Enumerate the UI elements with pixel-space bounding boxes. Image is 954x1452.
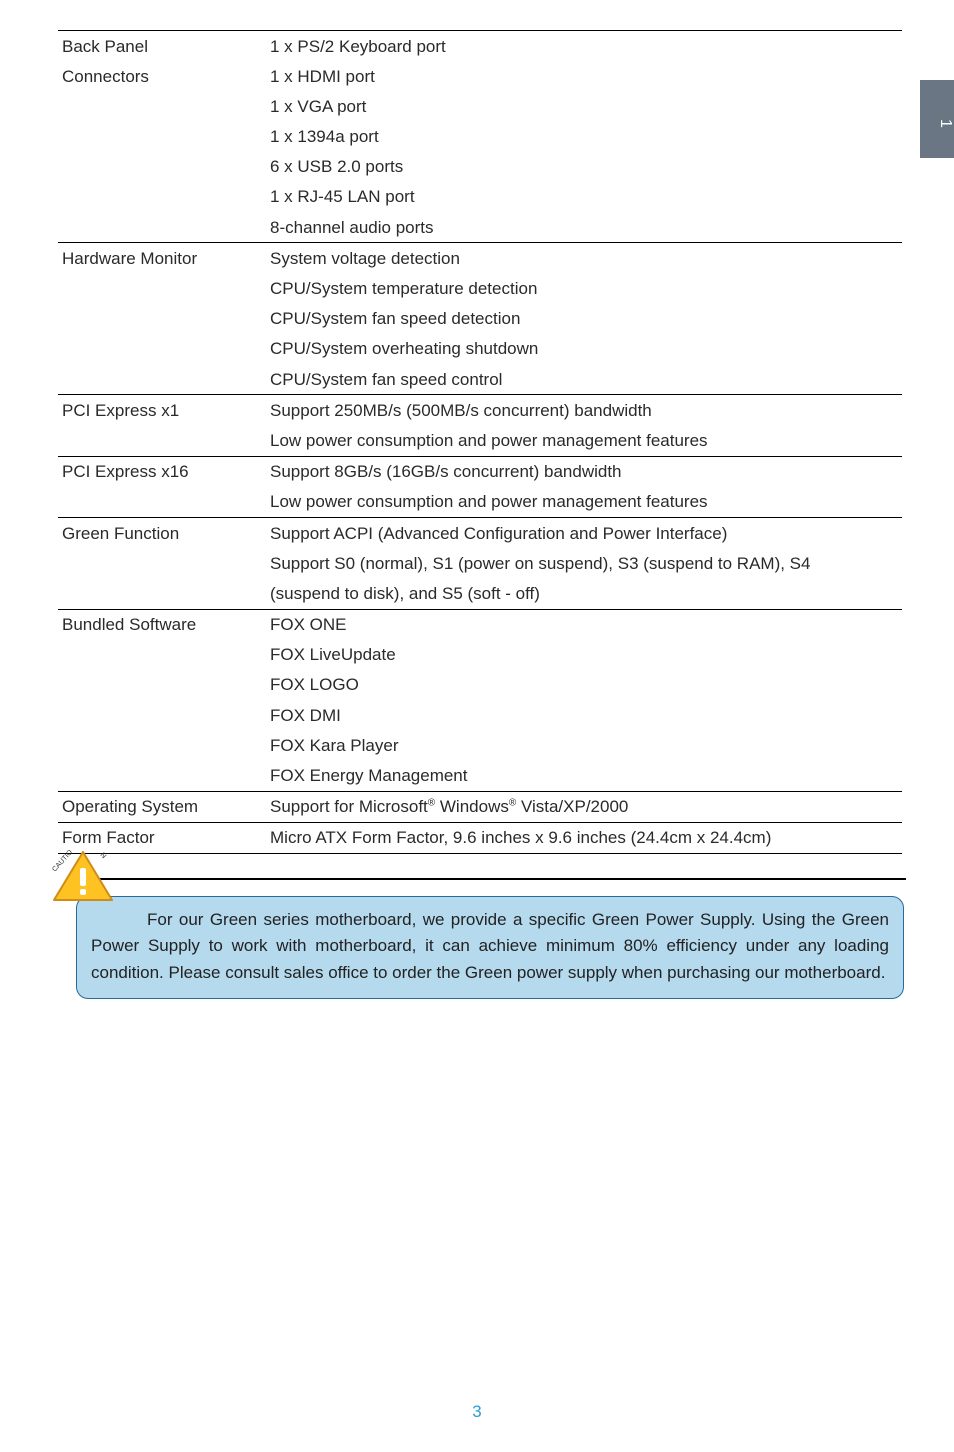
spec-value: FOX LiveUpdate (266, 640, 902, 670)
spec-value: Support for Microsoft® Windows® Vista/XP… (266, 791, 902, 822)
caution-rule (76, 878, 906, 880)
spec-value: FOX Energy Management (266, 761, 902, 792)
spec-label: PCI Express x16 (58, 456, 266, 487)
spec-label: Operating System (58, 791, 266, 822)
spec-value: 8-channel audio ports (266, 212, 902, 243)
spec-label (58, 212, 266, 243)
spec-label (58, 364, 266, 395)
spec-label (58, 578, 266, 609)
spec-label: Hardware Monitor (58, 243, 266, 274)
spec-label (58, 730, 266, 760)
spec-value: Low power consumption and power manageme… (266, 425, 902, 456)
spec-value: Micro ATX Form Factor, 9.6 inches x 9.6 … (266, 822, 902, 853)
spec-label (58, 640, 266, 670)
spec-label (58, 425, 266, 456)
spec-value: CPU/System overheating shutdown (266, 334, 902, 364)
spec-value: Support ACPI (Advanced Configuration and… (266, 518, 902, 549)
chapter-tab: 1 (920, 80, 954, 158)
spec-label (58, 548, 266, 578)
spec-label (58, 182, 266, 212)
spec-label: Back Panel (58, 31, 266, 62)
spec-value: 1 x PS/2 Keyboard port (266, 31, 902, 62)
spec-label (58, 91, 266, 121)
spec-value: CPU/System fan speed control (266, 364, 902, 395)
spec-value: (suspend to disk), and S5 (soft - off) (266, 578, 902, 609)
spec-value: Support 250MB/s (500MB/s concurrent) ban… (266, 395, 902, 426)
spec-value: 1 x RJ-45 LAN port (266, 182, 902, 212)
spec-value: Support 8GB/s (16GB/s concurrent) bandwi… (266, 456, 902, 487)
spec-label (58, 122, 266, 152)
svg-text:N: N (99, 852, 108, 860)
spec-label: PCI Express x1 (58, 395, 266, 426)
caution-text: For our Green series motherboard, we pro… (76, 896, 904, 999)
spec-label (58, 274, 266, 304)
spec-label: Bundled Software (58, 609, 266, 640)
spec-value: Low power consumption and power manageme… (266, 487, 902, 518)
spec-label: Green Function (58, 518, 266, 549)
spec-value: 6 x USB 2.0 ports (266, 152, 902, 182)
spec-value: FOX LOGO (266, 670, 902, 700)
spec-table: Back Panel1 x PS/2 Keyboard portConnecto… (58, 30, 902, 854)
caution-body: For our Green series motherboard, we pro… (91, 910, 889, 982)
spec-value: FOX ONE (266, 609, 902, 640)
spec-value: 1 x VGA port (266, 91, 902, 121)
spec-value: FOX Kara Player (266, 730, 902, 760)
spec-value: CPU/System temperature detection (266, 274, 902, 304)
spec-value: 1 x HDMI port (266, 61, 902, 91)
spec-label (58, 670, 266, 700)
spec-value: Support S0 (normal), S1 (power on suspen… (266, 548, 902, 578)
caution-icon: CAUTIO N (52, 850, 114, 904)
spec-label (58, 152, 266, 182)
spec-label (58, 304, 266, 334)
spec-label: Form Factor (58, 822, 266, 853)
page-number: 3 (0, 1402, 954, 1422)
spec-value: 1 x 1394a port (266, 122, 902, 152)
spec-label: Connectors (58, 61, 266, 91)
spec-value: CPU/System fan speed detection (266, 304, 902, 334)
spec-label (58, 761, 266, 792)
spec-label (58, 487, 266, 518)
spec-value: System voltage detection (266, 243, 902, 274)
spec-value: FOX DMI (266, 700, 902, 730)
spec-label (58, 334, 266, 364)
spec-label (58, 700, 266, 730)
